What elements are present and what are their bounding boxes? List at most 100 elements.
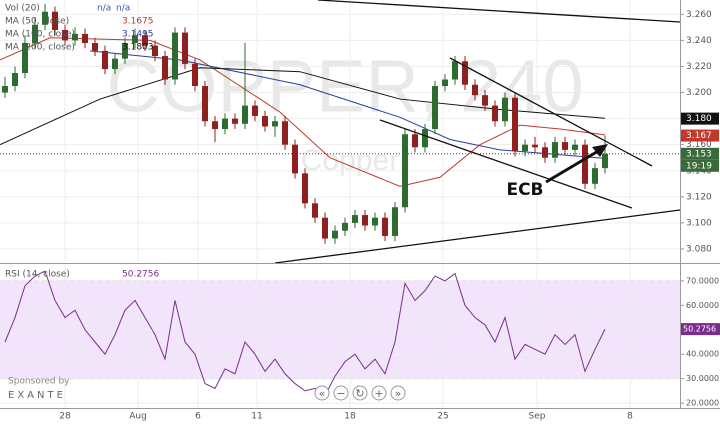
svg-text:↻: ↻ [355,387,364,400]
legend-label: MA (200, close) [5,43,75,53]
y-tick-label: 3.260 [686,10,712,20]
candle-body [142,35,148,46]
candle-body [522,144,528,152]
candle-body [312,203,318,218]
candle-body [532,144,538,148]
candle-body [132,35,138,44]
rsi-line [4,270,606,397]
y-tick-label: 3.080 [686,244,712,254]
candle-body [272,121,278,127]
candle-body [72,33,78,41]
svg-text:−: − [336,387,345,400]
zoom-out[interactable]: − [333,385,349,401]
candle-body [342,222,348,231]
candle-body [542,147,548,158]
grid [0,0,680,408]
rsi-y-tick-label: 60.0000 [686,301,719,310]
countdown: 19:19 [686,161,712,171]
candle-body [122,43,128,59]
candle-body [112,58,118,70]
candle-body [202,86,208,122]
x-tick-label: Aug [129,412,147,422]
price-marker [681,147,719,160]
trendlines: ECB [274,0,681,264]
legend-value: 3.1803 [122,43,154,53]
x-tick-label: 8 [627,412,633,422]
candle-body [512,97,518,152]
legend-value: n/a [116,4,130,14]
trendline [379,119,633,209]
reset[interactable]: ↻ [352,385,368,401]
candle-body [62,29,68,41]
legend: Vol (20) n/a n/a MA (50, close) 3.1675 MA (10… [5,4,159,280]
candle-body [212,121,218,130]
x-tick-label: 28 [59,412,71,422]
candle-body [352,215,358,223]
candle-body [412,134,418,148]
candle-body [422,129,428,148]
y-tick-label: 3.220 [686,62,712,72]
candle-body [12,72,18,87]
rsi-legend-label: RSI (14, close) [5,270,70,280]
legend-label: MA (100, close) [5,30,75,40]
moving-average [0,67,606,146]
legend-label: Vol (20) [5,4,40,14]
x-tick-label: 6 [195,412,201,422]
svg-text:»: » [395,387,402,400]
rsi-legend-value: 50.2756 [122,270,159,280]
annotation: ECB [506,180,543,200]
y-tick-label: 3.160 [686,140,712,150]
candle-body [92,43,98,51]
candle-body [572,144,578,150]
candle-body [282,121,288,145]
candle-body [382,217,388,236]
moving-average [89,50,606,159]
legend-label: MA (50, close) [5,17,69,27]
rsi-y-tick-label: 30.0000 [686,374,719,383]
zoom-in[interactable]: + [371,385,387,401]
candle-body [302,173,308,204]
y-tick-label: 3.100 [686,218,712,228]
candle-body [192,63,198,87]
candle-body [82,33,88,44]
legend-value: 3.1675 [122,17,154,27]
candle-body [102,50,108,70]
candle-body [152,45,158,57]
countdown-box [681,159,719,172]
rsi-y-tick-label: 70.0000 [686,276,719,285]
watermark: COPPER, 240 [106,45,583,128]
price-marker-label: 3.167 [686,131,712,141]
candle-body [42,11,48,25]
candle-body [262,116,268,127]
zoom-out-far[interactable]: « [314,385,330,401]
candle-body [432,86,438,130]
candle-body [362,215,368,226]
candle-body [292,144,298,174]
candle-body [372,217,378,226]
candle-body [162,56,168,80]
price-marker-label: 3.153 [686,149,712,159]
price-marker [681,112,719,125]
legend-value: n/a [97,4,111,14]
zoom-in-far[interactable]: » [390,385,406,401]
candle-body [562,142,568,150]
candle-body [52,11,58,30]
candle-body [502,97,508,122]
legend-value: 3.1495 [122,30,154,40]
sponsor-name: EXANTE [8,390,66,401]
candle-body [2,86,8,93]
candle-body [602,153,608,169]
candle-body [492,105,498,122]
rsi-y-tick-label: 20.0000 [686,399,719,408]
candle-body [22,43,28,73]
candle-body [332,230,338,239]
rsi-marker [681,323,720,336]
candle-body [452,61,458,80]
x-tick-label: 18 [344,412,356,422]
candle-body [472,84,478,96]
plot [0,3,680,397]
y-tick-label: 3.200 [686,88,712,98]
candle-body [242,105,248,124]
y-tick-label: 3.120 [686,192,712,202]
